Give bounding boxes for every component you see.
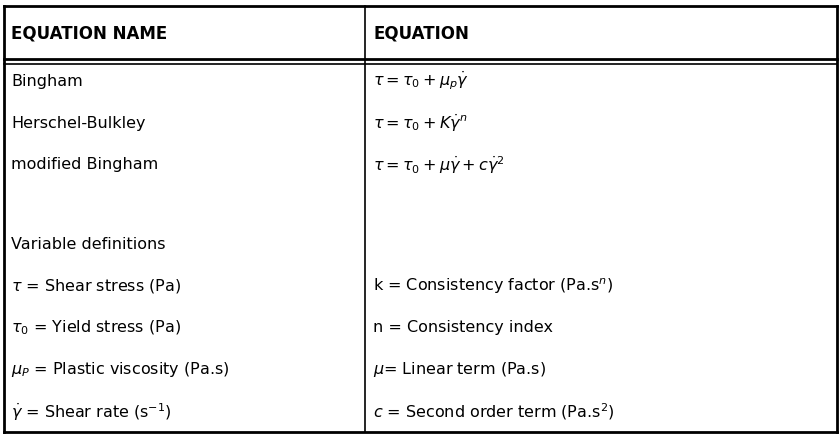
Text: $\dot{\gamma}$ = Shear rate (s$^{-1}$): $\dot{\gamma}$ = Shear rate (s$^{-1}$) xyxy=(11,400,172,422)
Text: $\tau = \tau_0 + K\dot{\gamma}^n$: $\tau = \tau_0 + K\dot{\gamma}^n$ xyxy=(373,112,468,133)
Text: $\tau = \tau_0 + \mu\dot{\gamma} + c\dot{\gamma}^2$: $\tau = \tau_0 + \mu\dot{\gamma} + c\dot… xyxy=(373,154,505,175)
Text: $c$ = Second order term (Pa.s$^2$): $c$ = Second order term (Pa.s$^2$) xyxy=(373,401,615,421)
Text: Bingham: Bingham xyxy=(11,73,83,89)
Text: n = Consistency index: n = Consistency index xyxy=(373,320,554,335)
Text: modified Bingham: modified Bingham xyxy=(11,157,159,172)
Text: $\tau$ = Shear stress (Pa): $\tau$ = Shear stress (Pa) xyxy=(11,276,181,294)
Text: $\mu_P$ = Plastic viscosity (Pa.s): $\mu_P$ = Plastic viscosity (Pa.s) xyxy=(11,360,229,378)
Text: k = Consistency factor (Pa.s$^n$): k = Consistency factor (Pa.s$^n$) xyxy=(373,276,613,295)
Text: EQUATION: EQUATION xyxy=(373,24,469,42)
Text: $\tau_0$ = Yield stress (Pa): $\tau_0$ = Yield stress (Pa) xyxy=(11,318,181,336)
Text: EQUATION NAME: EQUATION NAME xyxy=(11,24,167,42)
Text: $\mu$= Linear term (Pa.s): $\mu$= Linear term (Pa.s) xyxy=(373,360,546,378)
Text: $\tau = \tau_0 + \mu_p\dot{\gamma}$: $\tau = \tau_0 + \mu_p\dot{\gamma}$ xyxy=(373,69,469,92)
Text: Herschel-Bulkley: Herschel-Bulkley xyxy=(11,115,145,130)
Text: Variable definitions: Variable definitions xyxy=(11,236,165,251)
